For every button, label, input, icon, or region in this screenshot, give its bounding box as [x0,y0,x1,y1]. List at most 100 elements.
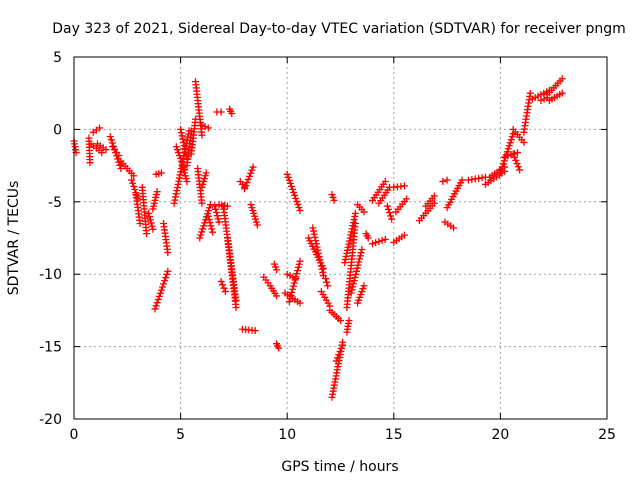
data-point [158,283,166,291]
data-point [179,138,187,146]
data-point [286,295,294,303]
data-point [516,166,524,174]
data-point [253,221,261,229]
x-tick-label: 25 [598,427,616,443]
data-point [296,206,304,214]
data-point [145,213,153,221]
data-point [217,277,225,285]
data-point [213,212,221,220]
data-point [155,292,163,300]
data-point [287,291,295,299]
y-tick-label: -5 [48,195,62,211]
data-point [387,212,395,220]
data-point [314,246,322,254]
data-point [330,196,338,204]
data-point [208,225,216,233]
data-point [152,302,160,310]
data-point [351,220,359,228]
data-point [343,249,351,257]
data-point [368,240,376,248]
grid [74,57,607,419]
data-point [117,164,125,172]
data-point [160,280,168,288]
data-point [346,234,354,242]
data-point [286,179,294,187]
data-point [383,202,391,210]
data-point [558,89,566,97]
data-point [198,199,206,207]
data-point [348,286,356,294]
data-point [381,178,389,186]
data-point [512,156,520,164]
data-point [499,160,507,168]
data-points [70,75,566,401]
data-point [360,282,368,290]
data-point [106,133,114,141]
data-point [400,182,408,190]
data-point [128,176,136,184]
data-point [335,351,343,359]
data-point [332,357,340,365]
data-point [157,169,165,177]
data-point [219,281,227,289]
data-point [354,261,362,269]
data-point [228,109,236,117]
data-point [323,278,331,286]
data-point [215,218,223,226]
data-point [351,274,359,282]
data-point [540,95,548,103]
data-point [496,169,504,177]
data-point [344,243,352,251]
data-point [212,205,220,213]
data-point [295,203,303,211]
data-point [157,286,165,294]
data-point [196,234,204,242]
chart-title: Day 323 of 2021, Sidereal Day-to-day VTE… [52,21,626,37]
data-point [221,288,229,296]
data-point [558,75,566,83]
data-point [497,166,505,174]
data-point [102,146,110,154]
data-point [283,170,291,178]
data-point [244,175,252,183]
data-point [129,179,137,187]
data-point [381,235,389,243]
x-tick-label: 0 [70,427,79,443]
x-axis-label: GPS time / hours [281,459,398,475]
data-point [245,172,253,180]
data-point [232,304,240,312]
data-point [498,163,506,171]
data-point [209,228,217,236]
data-point [347,289,355,297]
data-point [334,354,342,362]
data-point [360,208,368,216]
data-point [443,176,451,184]
data-point [292,275,300,283]
data-point [285,176,293,184]
data-point [508,133,516,141]
data-point [292,194,300,202]
data-point [350,216,358,224]
data-point [197,231,205,239]
data-point [296,257,304,265]
data-point [136,220,144,228]
data-point [130,182,138,190]
data-point [386,209,394,217]
data-point [403,195,411,203]
data-point [241,185,249,193]
data-point [151,305,159,313]
data-point [206,201,214,209]
x-tick-label: 15 [385,427,403,443]
data-point [337,344,345,352]
data-point [293,197,301,205]
data-point [513,149,521,157]
data-point [162,274,170,282]
data-point [275,344,283,352]
data-point [220,284,228,292]
data-point [355,258,363,266]
data-point [204,212,212,220]
data-point [357,249,365,257]
data-point [181,145,189,153]
data-point [384,205,392,213]
data-point [537,96,545,104]
